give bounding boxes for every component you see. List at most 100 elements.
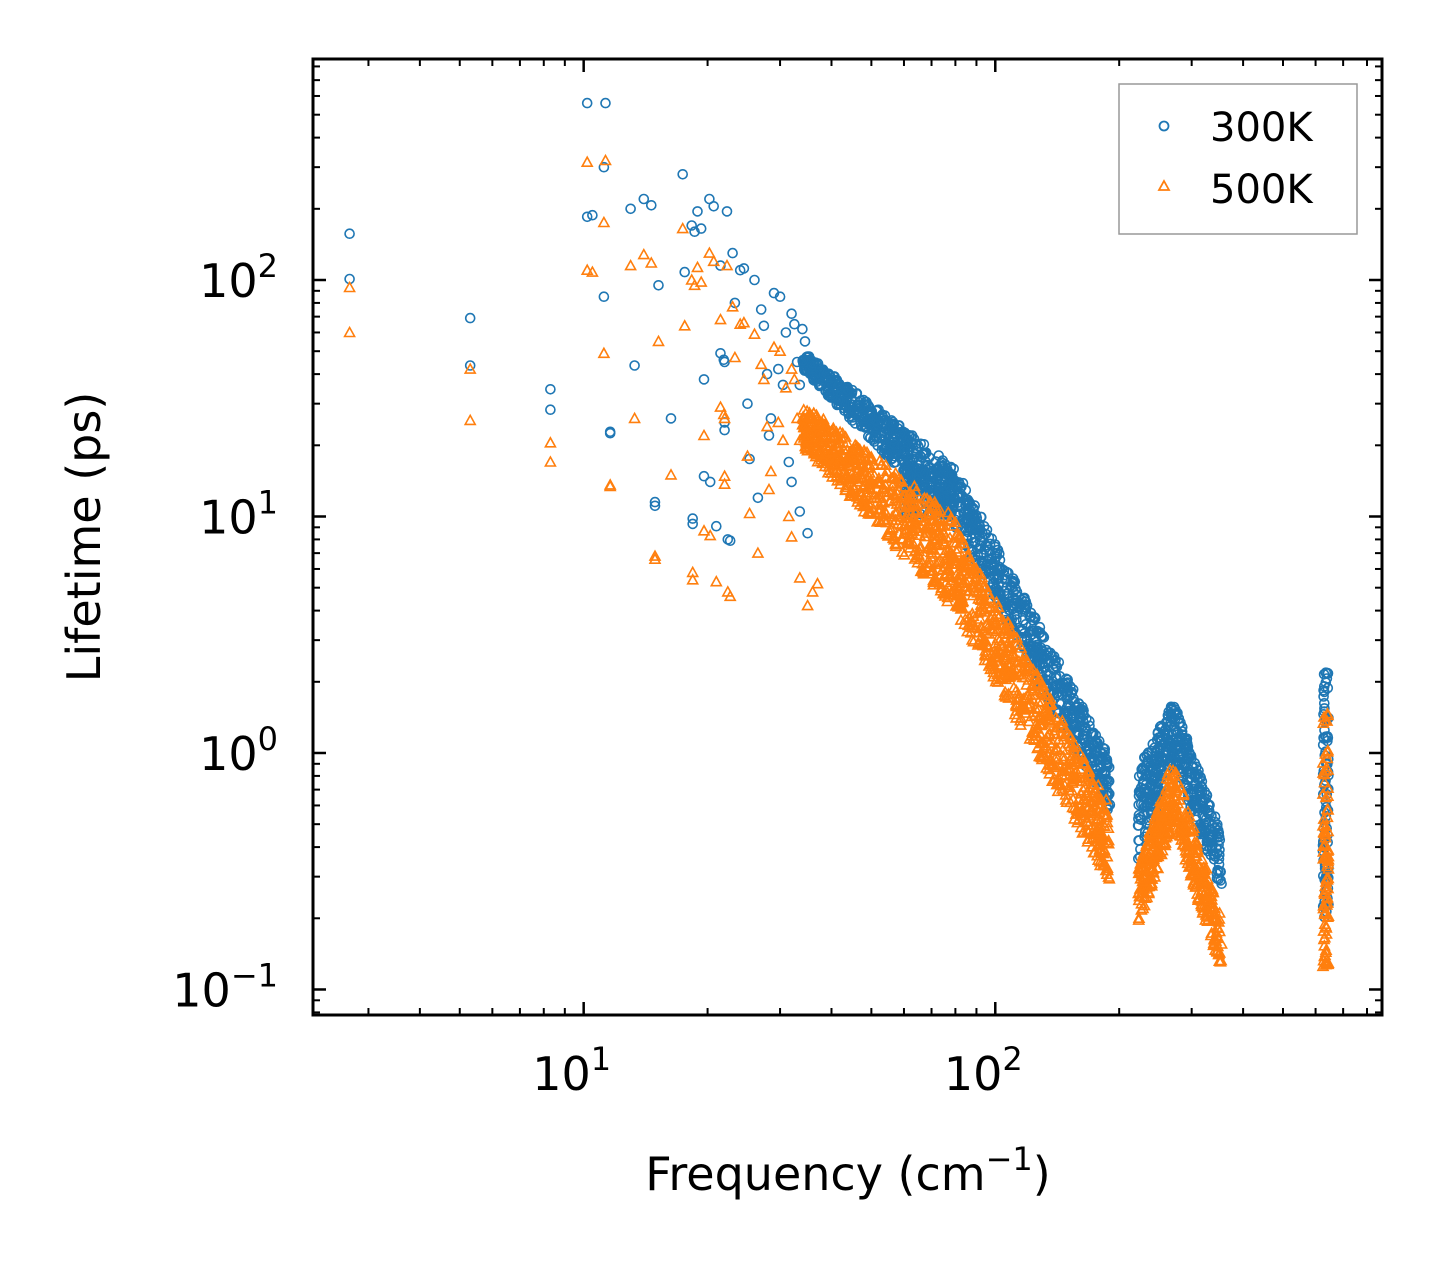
point-300k	[1028, 652, 1040, 664]
point-500k	[1187, 876, 1200, 888]
point-300k	[969, 537, 981, 549]
point-500k	[1102, 870, 1115, 882]
point-500k	[1080, 785, 1094, 798]
point-500k	[754, 357, 768, 370]
y-tick-base: 10	[199, 490, 258, 544]
point-500k	[720, 258, 734, 271]
point-500k	[1062, 780, 1075, 793]
point-300k	[1138, 777, 1149, 789]
point-500k	[1156, 795, 1170, 807]
point-300k	[1074, 704, 1086, 716]
point-300k	[859, 412, 870, 424]
point-500k	[857, 499, 871, 511]
point-300k	[975, 511, 987, 523]
point-300k	[1146, 754, 1157, 766]
point-300k	[1099, 768, 1110, 780]
point-500k	[879, 469, 893, 482]
point-300k	[1213, 873, 1224, 885]
point-500k	[933, 520, 947, 532]
point-300k	[1044, 670, 1055, 681]
point-500k	[1321, 881, 1335, 894]
point-300k	[987, 562, 999, 573]
point-500k	[1320, 760, 1333, 773]
point-300k	[1177, 721, 1188, 733]
point-500k	[997, 618, 1010, 630]
point-500k	[1007, 630, 1020, 643]
point-500k	[748, 327, 761, 340]
point-500k	[809, 449, 823, 462]
point-500k	[1143, 850, 1157, 863]
point-300k	[899, 458, 910, 469]
y-axis-label: Lifetime (ps)	[57, 392, 111, 683]
point-500k	[1050, 777, 1064, 790]
point-500k	[914, 564, 928, 577]
point-500k	[987, 665, 1000, 678]
point-500k	[939, 575, 953, 588]
point-500k	[751, 546, 765, 558]
point-500k	[969, 570, 982, 583]
point-300k	[1205, 830, 1216, 842]
point-500k	[1193, 877, 1207, 890]
point-300k	[1075, 703, 1087, 715]
point-300k	[604, 426, 616, 438]
point-500k	[911, 497, 925, 510]
point-500k	[1010, 699, 1024, 712]
point-500k	[1043, 709, 1057, 721]
point-500k	[873, 454, 887, 466]
point-300k	[847, 399, 859, 411]
point-500k	[918, 514, 932, 527]
point-500k	[1086, 786, 1100, 799]
point-500k	[1062, 783, 1076, 796]
point-500k	[933, 503, 947, 516]
point-300k	[786, 476, 797, 488]
point-300k	[765, 413, 777, 424]
point-500k	[1010, 693, 1023, 705]
point-500k	[1322, 849, 1335, 862]
point-500k	[812, 435, 826, 447]
point-500k	[767, 340, 781, 353]
point-500k	[1001, 636, 1015, 648]
point-500k	[1028, 701, 1042, 713]
point-300k	[1195, 771, 1206, 783]
point-300k	[946, 470, 958, 481]
point-300k	[1212, 819, 1223, 830]
point-300k	[965, 515, 977, 526]
point-500k	[850, 475, 864, 487]
point-500k	[879, 458, 893, 471]
point-300k	[704, 476, 716, 488]
point-500k	[1317, 826, 1331, 838]
point-500k	[1041, 696, 1054, 709]
point-300k	[953, 478, 965, 490]
point-500k	[916, 563, 930, 575]
point-300k	[937, 466, 949, 478]
point-500k	[1018, 703, 1031, 715]
point-300k	[1061, 689, 1073, 701]
point-500k	[686, 573, 700, 585]
point-300k	[965, 500, 977, 512]
point-300k	[581, 211, 593, 223]
point-300k	[1211, 868, 1223, 879]
point-500k	[833, 425, 847, 438]
point-500k	[718, 411, 731, 424]
y-tick-label: 102	[199, 247, 278, 308]
point-300k	[864, 414, 876, 426]
point-500k	[885, 479, 899, 491]
point-300k	[587, 209, 598, 221]
point-300k	[1206, 820, 1218, 831]
legend-label-500k: 500K	[1210, 167, 1314, 213]
point-300k	[1050, 672, 1062, 684]
point-300k	[880, 415, 891, 427]
point-500k	[864, 505, 878, 517]
point-500k	[1038, 687, 1052, 699]
point-500k	[801, 598, 814, 611]
point-300k	[920, 447, 932, 459]
point-500k	[1320, 890, 1334, 903]
point-500k	[897, 548, 911, 560]
point-300k	[879, 410, 891, 421]
point-500k	[894, 518, 908, 530]
point-500k	[1316, 787, 1330, 799]
point-300k	[821, 368, 833, 379]
point-500k	[1321, 789, 1335, 802]
point-500k	[1021, 688, 1035, 701]
point-300k	[950, 494, 961, 506]
